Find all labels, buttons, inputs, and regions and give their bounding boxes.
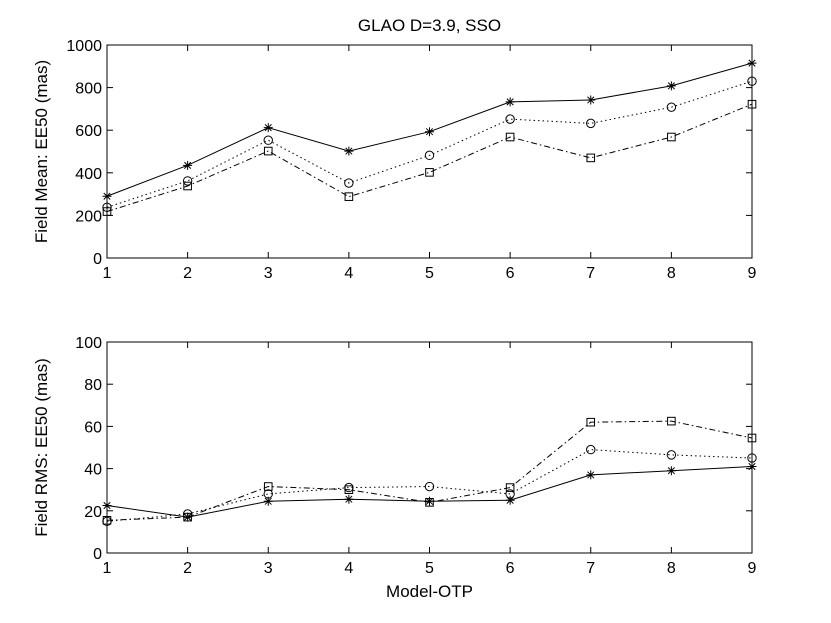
- data-point-asterisk: [102, 191, 112, 201]
- y-tick-label: 400: [75, 166, 102, 183]
- y-tick-label: 0: [93, 546, 102, 563]
- data-point-square: [425, 498, 434, 507]
- x-tick-label: 6: [506, 560, 515, 577]
- x-tick-label: 2: [183, 265, 192, 282]
- y-tick-label: 1000: [66, 38, 102, 55]
- y-tick-label: 200: [75, 208, 102, 225]
- data-point-circle: [586, 118, 596, 129]
- y-tick-label: 60: [84, 419, 102, 436]
- series-line-circle: [106, 80, 753, 208]
- y-tick-label: 80: [84, 377, 102, 394]
- data-point-asterisk: [344, 494, 354, 504]
- data-point-asterisk: [505, 495, 515, 505]
- data-point-asterisk: [747, 461, 757, 471]
- series-line-square: [106, 103, 753, 213]
- y-axis-label: Field Mean: EE50 (mas): [32, 60, 51, 243]
- y-tick-label: 800: [75, 81, 102, 98]
- data-point-circle: [747, 76, 757, 86]
- x-tick-label: 1: [103, 265, 112, 282]
- series-line-square: [106, 420, 753, 521]
- data-point-asterisk: [505, 97, 515, 107]
- data-point-asterisk: [263, 496, 273, 506]
- data-point-circle: [666, 450, 677, 460]
- data-point-square: [747, 433, 757, 443]
- x-tick-label: 7: [586, 560, 595, 577]
- y-tick-label: 0: [93, 251, 102, 268]
- x-tick-label: 7: [586, 265, 595, 282]
- x-tick-label: 1: [103, 560, 112, 577]
- plot-area-frame: [106, 341, 753, 554]
- data-point-asterisk: [586, 95, 596, 105]
- x-axis-label: Model-OTP: [386, 582, 473, 601]
- data-point-asterisk: [666, 81, 676, 91]
- data-point-circle: [586, 444, 596, 455]
- data-point-square: [586, 153, 596, 163]
- data-point-square: [667, 416, 676, 426]
- data-point-square: [263, 482, 273, 491]
- data-point-asterisk: [183, 512, 193, 522]
- x-tick-label: 9: [748, 560, 757, 577]
- x-tick-label: 9: [748, 265, 757, 282]
- x-tick-label: 2: [183, 560, 192, 577]
- data-point-asterisk: [102, 501, 112, 511]
- x-tick-label: 5: [425, 560, 434, 577]
- series-line-star: [106, 465, 753, 518]
- data-point-square: [505, 132, 515, 142]
- data-point-circle: [747, 453, 757, 463]
- x-tick-label: 5: [425, 265, 434, 282]
- data-point-circle: [666, 102, 677, 112]
- data-point-circle: [263, 135, 273, 145]
- data-point-asterisk: [344, 146, 354, 156]
- data-point-asterisk: [425, 496, 434, 506]
- data-point-circle: [263, 489, 273, 499]
- data-point-circle: [424, 150, 435, 161]
- data-point-circle: [505, 114, 515, 124]
- chart-title: GLAO D=3.9, SSO: [358, 16, 501, 35]
- chart-panel-2: 1 2 3 4 5 6 7 8 9 0 20 40 60 80 100 Model-OTP Field RMS:…: [32, 335, 757, 601]
- data-point-asterisk: [747, 58, 757, 68]
- data-point-square: [505, 483, 515, 492]
- data-point-square: [425, 168, 434, 177]
- y-tick-label: 20: [84, 504, 102, 521]
- data-point-circle: [424, 481, 435, 492]
- data-point-square: [263, 146, 273, 156]
- y-tick-label: 40: [84, 462, 102, 479]
- x-tick-label: 3: [264, 560, 273, 577]
- x-tick-label: 8: [667, 265, 676, 282]
- data-point-asterisk: [263, 123, 273, 133]
- data-point-asterisk: [666, 466, 676, 476]
- data-point-asterisk: [183, 160, 193, 170]
- data-point-circle: [344, 178, 354, 188]
- x-tick-label: 8: [667, 560, 676, 577]
- x-tick-label: 4: [344, 265, 353, 282]
- data-point-square: [102, 515, 112, 525]
- chart-panel-1: 1 2 3 4 5 6 7 8 9 0 200 400 600 800 1000 GLAO D=3.9, SS…: [32, 16, 757, 282]
- data-point-square: [344, 485, 354, 494]
- data-point-circle: [505, 489, 515, 499]
- data-point-square: [183, 181, 192, 191]
- data-point-circle: [182, 176, 193, 186]
- data-point-square: [747, 99, 757, 109]
- data-point-square: [667, 132, 676, 142]
- data-point-square: [586, 417, 596, 427]
- data-point-square: [183, 512, 192, 522]
- data-point-asterisk: [586, 470, 596, 480]
- data-point-square: [344, 192, 354, 201]
- y-tick-label: 100: [75, 335, 102, 352]
- y-axis-label: Field RMS: EE50 (mas): [32, 358, 51, 537]
- y-tick-label: 600: [75, 123, 102, 140]
- x-tick-label: 6: [506, 265, 515, 282]
- x-tick-label: 3: [264, 265, 273, 282]
- data-point-square: [102, 207, 112, 216]
- x-tick-label: 4: [344, 560, 353, 577]
- data-point-asterisk: [425, 127, 434, 137]
